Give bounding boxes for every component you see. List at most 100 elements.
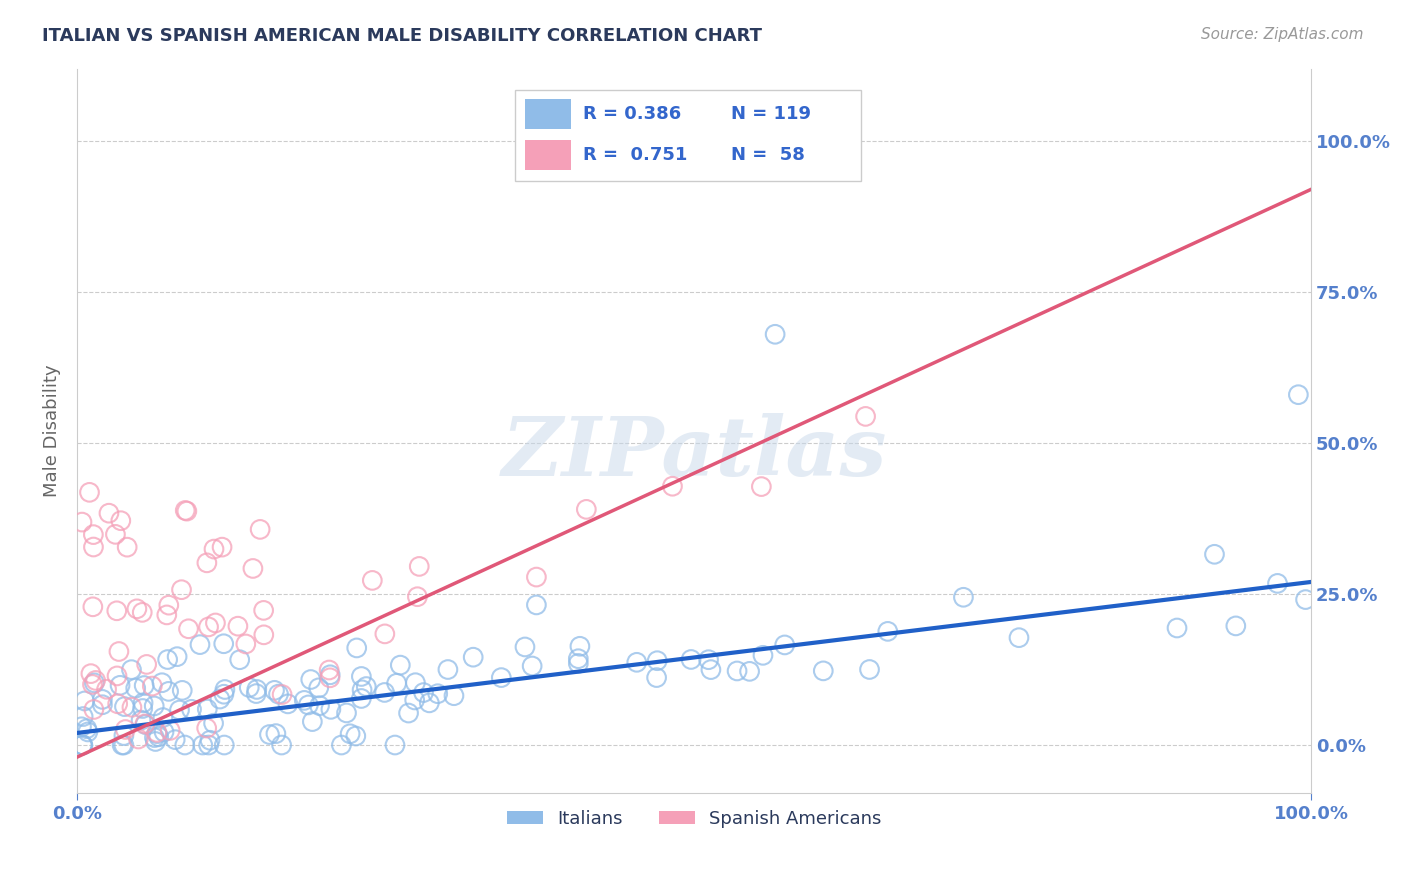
Y-axis label: Male Disability: Male Disability [44, 365, 60, 497]
Point [271, 688, 294, 702]
Point [114, 723, 136, 737]
Point [70, 720, 93, 734]
Point [108, 678, 131, 692]
Point [330, 738, 353, 752]
Point [198, 733, 221, 747]
Point [83, 676, 105, 690]
Point [344, 729, 367, 743]
Point [249, 522, 271, 536]
Point [398, 706, 420, 720]
Point [108, 644, 131, 658]
Point [738, 665, 761, 679]
Point [463, 650, 485, 665]
Point [567, 657, 589, 671]
Point [346, 640, 368, 655]
Point [513, 640, 536, 654]
Point [134, 679, 156, 693]
Point [246, 682, 269, 697]
Point [1225, 619, 1247, 633]
Point [112, 729, 135, 743]
Point [166, 649, 188, 664]
Point [83, 702, 105, 716]
Point [437, 663, 460, 677]
Point [172, 683, 194, 698]
Point [125, 681, 148, 695]
Point [567, 651, 589, 665]
Point [319, 671, 342, 685]
Point [82, 527, 104, 541]
Point [188, 638, 211, 652]
Point [195, 702, 218, 716]
Point [76, 722, 98, 736]
Point [412, 685, 434, 699]
Text: ITALIAN VS SPANISH AMERICAN MALE DISABILITY CORRELATION CHART: ITALIAN VS SPANISH AMERICAN MALE DISABIL… [42, 27, 762, 45]
Text: N =  58: N = 58 [731, 145, 806, 164]
Point [91, 692, 114, 706]
Point [114, 699, 136, 714]
Point [143, 731, 166, 745]
Point [173, 738, 195, 752]
Point [350, 669, 373, 683]
Point [197, 620, 219, 634]
Point [404, 693, 426, 707]
Point [153, 725, 176, 739]
Point [96, 682, 118, 697]
Point [97, 506, 120, 520]
Point [242, 561, 264, 575]
Point [176, 504, 198, 518]
Point [319, 667, 342, 681]
Point [111, 738, 134, 752]
Point [169, 703, 191, 717]
Point [751, 480, 773, 494]
Point [214, 682, 236, 697]
Point [267, 687, 290, 701]
Point [253, 628, 276, 642]
Point [150, 675, 173, 690]
Point [681, 652, 703, 666]
Point [148, 730, 170, 744]
Point [725, 664, 748, 678]
Point [418, 696, 440, 710]
Point [191, 738, 214, 752]
Point [568, 640, 591, 654]
Point [208, 692, 231, 706]
Point [195, 556, 218, 570]
Point [813, 664, 835, 678]
Point [700, 663, 723, 677]
Point [526, 570, 548, 584]
Point [350, 691, 373, 706]
Point [952, 591, 974, 605]
Point [253, 603, 276, 617]
Point [115, 540, 138, 554]
Point [374, 685, 396, 699]
Point [1008, 631, 1031, 645]
Point [132, 696, 155, 710]
Point [72, 709, 94, 723]
Point [319, 702, 342, 716]
Point [121, 700, 143, 714]
Point [110, 514, 132, 528]
Point [270, 738, 292, 752]
Point [1204, 547, 1226, 561]
Point [308, 698, 330, 713]
Point [1286, 387, 1309, 401]
Point [105, 604, 128, 618]
Point [202, 716, 225, 731]
Point [212, 738, 235, 752]
Point [82, 677, 104, 691]
Point [152, 710, 174, 724]
Point [855, 409, 877, 424]
FancyBboxPatch shape [515, 90, 860, 181]
Point [245, 687, 267, 701]
Point [105, 669, 128, 683]
Point [204, 615, 226, 630]
Text: Source: ZipAtlas.com: Source: ZipAtlas.com [1201, 27, 1364, 42]
Point [72, 738, 94, 752]
Point [356, 680, 378, 694]
Point [174, 503, 197, 517]
Point [72, 738, 94, 752]
Point [308, 681, 330, 695]
Point [626, 655, 648, 669]
Point [876, 624, 898, 639]
Point [104, 527, 127, 541]
